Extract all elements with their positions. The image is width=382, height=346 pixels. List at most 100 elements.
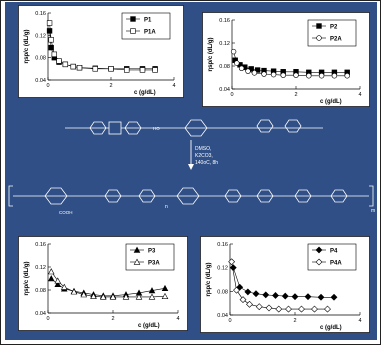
x-axis-label: c (g/dL) [320, 325, 342, 331]
data-point [148, 293, 156, 300]
data-point [252, 290, 260, 298]
data-point [245, 68, 251, 74]
x-axis-label: c (g/dL) [320, 99, 342, 105]
x-tick-label: 4 [172, 83, 175, 89]
chart-p4: 0.04 0.08 0.12 0.16 0 2 4 c (g/dL) ηsp/c (dL/g) P… [200, 236, 370, 333]
data-point [54, 280, 62, 287]
data-point [99, 293, 107, 300]
x-tick-label: 2 [294, 92, 297, 98]
data-point [46, 28, 53, 34]
hydroxyl-label: HO [153, 126, 160, 131]
legend-box [121, 12, 171, 40]
data-point [293, 72, 299, 78]
data-point [56, 58, 62, 64]
data-point [281, 292, 289, 300]
data-point [238, 65, 245, 71]
data-point [228, 258, 236, 266]
x-tick-label: 4 [358, 318, 361, 324]
data-point [124, 67, 130, 73]
y-tick-label: 0.08 [35, 56, 46, 62]
y-tick-label: 0.16 [35, 11, 46, 17]
chart-p1: 0.04 0.08 0.12 0.16 0 2 4 c (g/dL) ηsp/c (dL/g) P… [18, 5, 184, 98]
y-tick-label: 0.16 [219, 18, 230, 24]
sulfonyl-icon [108, 121, 122, 135]
legend-box [125, 243, 175, 271]
legend-marker [130, 28, 136, 34]
benzene-ring-icon [104, 189, 122, 203]
data-point [76, 65, 83, 71]
data-point [47, 268, 55, 275]
series-P2A [230, 48, 350, 79]
x-tick-label: 0 [230, 92, 233, 98]
legend-box [307, 19, 357, 47]
data-point [108, 66, 114, 72]
legend-label: P3 [148, 249, 156, 255]
y-tick-label: 0.12 [35, 33, 46, 39]
legend-box [307, 243, 357, 271]
data-point [80, 291, 88, 298]
y-axis-label: ηsp/c (dL/g) [24, 262, 30, 296]
benzene-ring-icon [89, 121, 107, 135]
data-point [54, 277, 62, 284]
legend-marker [133, 246, 141, 253]
data-point [265, 304, 273, 312]
series-P4A [228, 258, 331, 313]
benzene-ring-icon [330, 189, 348, 203]
data-point [135, 293, 143, 300]
data-point [48, 44, 54, 51]
y-tick-label: 0.04 [35, 78, 46, 84]
data-point [122, 293, 130, 300]
x-tick-label: 4 [176, 316, 179, 322]
legend-label: P3A [148, 261, 160, 267]
benzene-ring-icon [124, 121, 142, 135]
y-axis-label: ηsp/c (dL/g) [208, 38, 214, 72]
subscript-n: n [165, 204, 168, 210]
x-tick-label: 2 [111, 316, 114, 322]
data-point [270, 71, 277, 78]
monomer-row [65, 119, 323, 137]
data-point [285, 305, 292, 313]
legend-marker [130, 16, 136, 22]
data-point [261, 71, 267, 77]
data-point [139, 67, 146, 73]
chart-p3: 0.04 0.08 0.12 0.16 0 2 4 c (g/dL) ηsp/c (dL/g) P… [18, 236, 188, 331]
y-axis-label: ηsp/c (dL/g) [24, 30, 30, 64]
data-point [251, 70, 258, 76]
series-P4 [229, 264, 338, 301]
data-point [90, 292, 97, 300]
x-tick-label: 0 [228, 318, 231, 324]
reaction-arrow [188, 140, 194, 170]
y-tick-label: 0.04 [35, 311, 46, 317]
piperazine-ring-icon [184, 119, 208, 137]
reagent-line-1: DMSO, [195, 146, 211, 152]
x-tick-label: 0 [46, 316, 49, 322]
x-axis-label: c (g/dL) [134, 90, 156, 96]
y-tick-label: 0.04 [219, 87, 230, 93]
data-point [230, 48, 237, 55]
legend-label: P2 [330, 25, 338, 31]
benzene-ring-icon [256, 119, 274, 133]
y-tick-label: 0.08 [219, 64, 230, 70]
data-point [47, 275, 55, 282]
y-axis-label: ηsp/c (dL/g) [206, 263, 212, 297]
legend-marker [315, 258, 323, 266]
data-point [239, 296, 247, 304]
legend-label: P2A [330, 37, 342, 43]
data-point [233, 286, 240, 294]
y-tick-label: 0.12 [219, 41, 230, 47]
data-point [161, 292, 169, 300]
reagent-line-3: 140oC, 8h [195, 160, 218, 166]
x-tick-label: 2 [293, 318, 296, 324]
reaction-scheme: DMSO, K2CO3, 140oC, 8h HO COOH n m [8, 119, 375, 215]
benzene-ring-icon [294, 189, 312, 203]
benzene-ring-icon [138, 189, 156, 203]
data-point [109, 293, 117, 300]
benzene-ring-icon [224, 189, 242, 203]
legend-marker [316, 23, 322, 29]
polymer-row [8, 185, 374, 207]
data-point [298, 305, 305, 313]
carboxyl-label: COOH [59, 210, 73, 215]
benzene-ring-icon [284, 119, 302, 133]
